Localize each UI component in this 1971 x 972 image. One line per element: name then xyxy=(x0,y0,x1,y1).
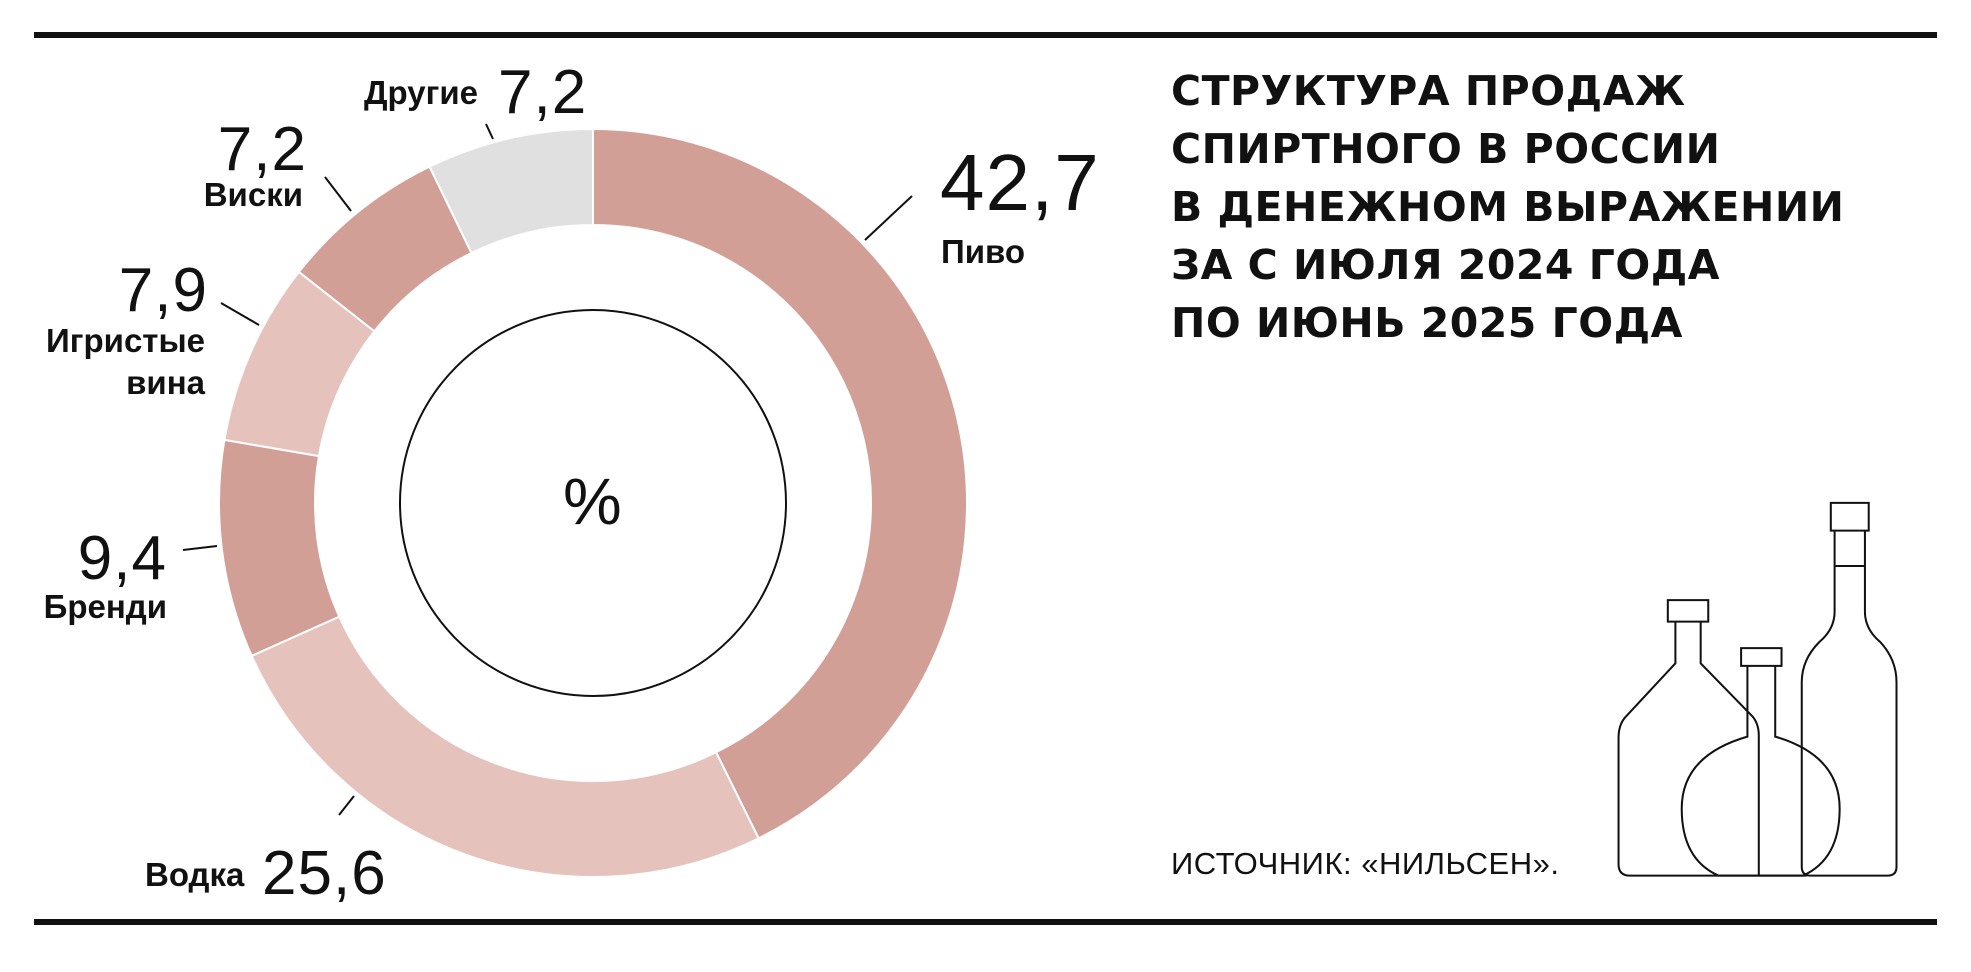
leader-line xyxy=(485,123,494,140)
value-label: 7,2 xyxy=(498,58,588,127)
source-note: ИСТОЧНИК: «НИЛЬСЕН». xyxy=(1171,846,1560,881)
title-line: ЗА С ИЮЛЯ 2024 ГОДА xyxy=(1171,241,1720,289)
top-rule xyxy=(34,32,1937,38)
category-label: Виски xyxy=(203,176,303,213)
title-line: В ДЕНЕЖНОМ ВЫРАЖЕНИИ xyxy=(1171,183,1845,231)
center-label: % xyxy=(563,464,622,538)
leader-line xyxy=(182,545,218,551)
value-label: 7,2 xyxy=(217,115,307,184)
leader-line xyxy=(324,176,352,212)
donut-segment xyxy=(218,438,341,658)
leader-line xyxy=(864,195,913,241)
bottle xyxy=(1800,501,1898,877)
bottles-illustration xyxy=(1617,501,1898,877)
value-label: 25,6 xyxy=(262,839,387,908)
category-label: Бренди xyxy=(43,588,167,625)
title-line: СТРУКТУРА ПРОДАЖ xyxy=(1171,67,1686,115)
category-label: Водка xyxy=(145,856,245,893)
category-label: Пиво xyxy=(941,233,1026,270)
value-label: 42,7 xyxy=(940,138,1100,227)
bottle xyxy=(1617,599,1807,877)
value-label: 9,4 xyxy=(77,524,167,593)
bottom-rule xyxy=(34,919,1937,925)
value-label: 7,9 xyxy=(118,256,208,325)
leader-line xyxy=(220,302,260,326)
category-label: Другие xyxy=(364,74,478,111)
inner-circle xyxy=(399,309,787,697)
title-line: СПИРТНОГО В РОССИИ xyxy=(1171,125,1721,173)
bottle xyxy=(1680,647,1841,877)
category-label: Игристые вина xyxy=(46,322,205,401)
chart-title: СТРУКТУРА ПРОДАЖ СПИРТНОГО В РОССИИ В ДЕ… xyxy=(1171,62,1844,352)
leader-line xyxy=(338,795,355,816)
title-line: ПО ИЮНЬ 2025 ГОДА xyxy=(1171,299,1683,347)
donut-segment xyxy=(250,615,760,878)
donut-segment xyxy=(428,127,594,255)
donut-segment xyxy=(592,127,968,840)
